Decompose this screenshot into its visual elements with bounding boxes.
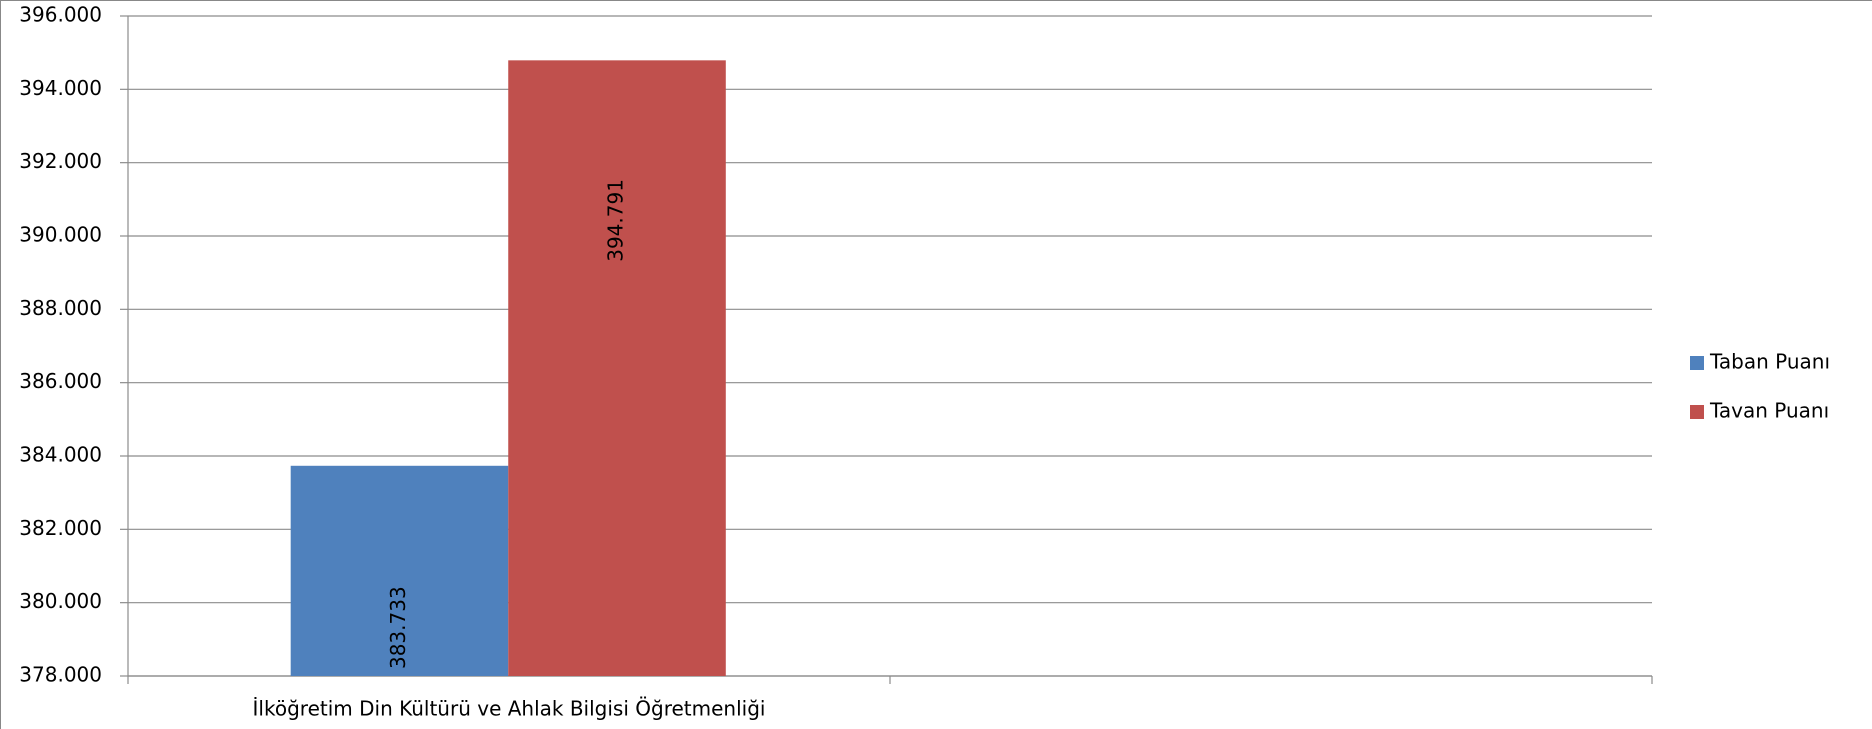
y-tick-label: 382.000 <box>19 516 102 540</box>
bar <box>508 60 726 676</box>
y-tick-label: 378.000 <box>19 663 102 687</box>
legend-swatch <box>1690 405 1704 419</box>
x-tick-label: İlköğretim Din Kültürü ve Ahlak Bilgisi … <box>253 697 766 721</box>
y-tick-label: 396.000 <box>19 3 102 27</box>
y-tick-label: 392.000 <box>19 149 102 173</box>
legend-label: Tavan Puanı <box>1709 399 1829 423</box>
bar <box>290 465 509 676</box>
data-label: 394.791 <box>604 179 628 262</box>
y-tick-label: 380.000 <box>19 589 102 613</box>
y-tick-label: 394.000 <box>19 76 102 100</box>
legend-label: Taban Puanı <box>1709 350 1830 374</box>
y-tick-label: 384.000 <box>19 443 102 467</box>
legend-swatch <box>1690 356 1704 370</box>
y-tick-label: 388.000 <box>19 296 102 320</box>
y-tick-label: 386.000 <box>19 369 102 393</box>
data-label: 383.733 <box>386 586 410 669</box>
y-tick-label: 390.000 <box>19 223 102 247</box>
